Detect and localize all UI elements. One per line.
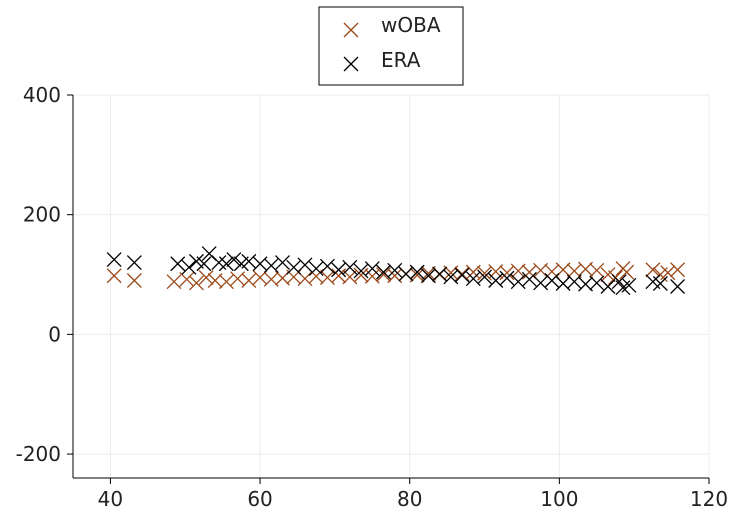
data-point [600, 279, 616, 294]
data-point [566, 274, 582, 290]
legend-label-era: ERA [381, 48, 421, 72]
data-point [477, 269, 492, 285]
y-tick-label: 400 [23, 83, 61, 107]
y-tick-label: 200 [23, 203, 61, 227]
data-point [342, 259, 358, 275]
data-point [660, 265, 676, 281]
data-point [166, 274, 182, 290]
y-ticks: -200 0 200 400 [16, 83, 73, 466]
x-tick-label: 120 [690, 487, 728, 511]
data-point [544, 273, 560, 288]
data-point [308, 261, 324, 277]
data-point [241, 273, 257, 288]
data-point [454, 267, 470, 283]
data-point [533, 275, 549, 291]
data-point [106, 252, 122, 268]
data-point [670, 279, 686, 294]
data-point [589, 262, 605, 278]
data-point [652, 276, 668, 291]
series-woba [106, 261, 686, 291]
y-tick-label: -200 [16, 442, 61, 466]
data-point [600, 267, 616, 282]
data-point [409, 264, 425, 280]
x-tick-label: 80 [397, 487, 422, 511]
legend-box [318, 6, 464, 86]
data-point [286, 259, 302, 275]
legend-x-marker [343, 22, 359, 38]
data-point [621, 277, 637, 293]
data-point [106, 268, 122, 284]
data-point [170, 256, 186, 272]
data-point [589, 275, 605, 291]
x-tick-label: 60 [247, 487, 272, 511]
legend: wOBA ERA [318, 6, 464, 86]
legend-x-marker [343, 56, 359, 72]
grid [73, 94, 710, 478]
data-point [499, 270, 515, 286]
y-tick-label: 0 [48, 322, 61, 346]
legend-label-woba: wOBA [381, 13, 441, 37]
data-point [432, 266, 448, 282]
series-era [106, 246, 686, 296]
data-point [619, 264, 635, 280]
data-point [319, 258, 335, 274]
data-point [226, 252, 242, 268]
data-point [645, 262, 661, 278]
data-point [387, 262, 403, 278]
data-point [510, 274, 526, 290]
data-point [364, 261, 380, 277]
data-point [196, 256, 212, 272]
data-point [126, 255, 142, 271]
data-point [521, 271, 537, 287]
axes [72, 95, 709, 479]
data-point [198, 270, 214, 285]
legend-marker-era [343, 56, 359, 72]
legend-marker-woba [343, 22, 359, 38]
data-point [218, 256, 234, 272]
data-point [211, 255, 227, 271]
data-point [181, 259, 197, 275]
data-point [263, 258, 279, 274]
data-point [126, 273, 142, 288]
data-point [179, 271, 195, 287]
data-point [670, 262, 686, 278]
data-point [615, 280, 631, 296]
x-ticks: 40 60 80 100 120 [98, 478, 728, 511]
data-point [275, 255, 290, 271]
x-tick-label: 40 [98, 487, 123, 511]
data-point [218, 274, 234, 290]
x-tick-label: 100 [540, 487, 578, 511]
data-point [297, 257, 313, 273]
data-point [188, 275, 204, 291]
